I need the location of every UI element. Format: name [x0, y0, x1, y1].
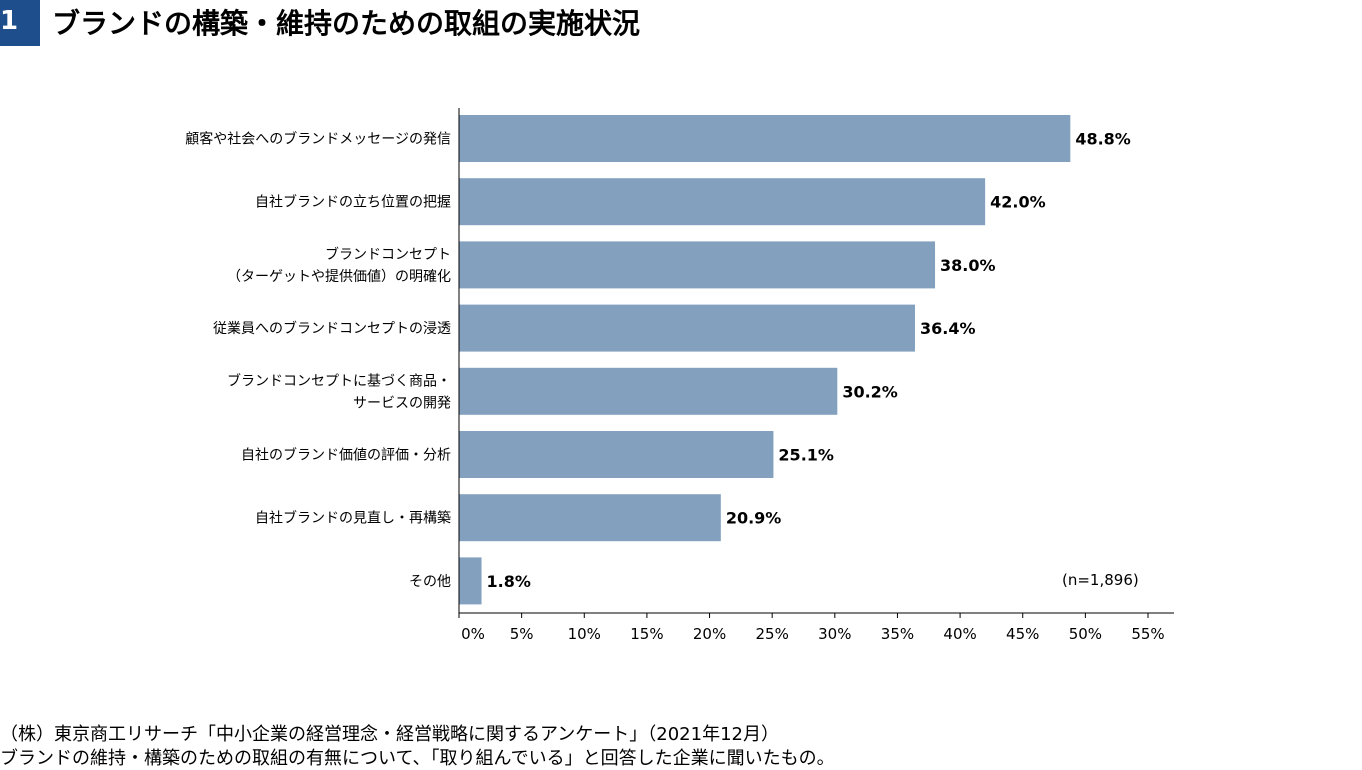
bar-value-label-4: 30.2%: [842, 382, 898, 401]
x-tick-label-10: 50%: [1069, 625, 1102, 643]
x-tick-label-11: 55%: [1131, 625, 1164, 643]
x-tick-label-4: 20%: [693, 625, 726, 643]
category-label-2-1: （ターゲットや提供価値）の明確化: [227, 269, 451, 285]
category-label-4-0: ブランドコンセプトに基づく商品・: [227, 372, 451, 389]
bar-value-label-0: 48.8%: [1075, 130, 1131, 149]
bar-value-label-6: 20.9%: [726, 509, 782, 528]
page-title: ブランドの構築・維持のための取組の実施状況: [52, 7, 641, 40]
bar-value-label-3: 36.4%: [920, 319, 976, 338]
x-tick-label-5: 25%: [756, 625, 789, 643]
x-tick-label-3: 15%: [630, 625, 663, 643]
x-tick-label-8: 40%: [943, 625, 976, 643]
source-footnote: （株）東京商工リサーチ「中小企業の経営理念・経営戦略に関するアンケート」（202…: [0, 724, 779, 745]
bar-1: [459, 178, 986, 226]
category-label-6-0: 自社ブランドの見直し・再構築: [255, 510, 451, 527]
note-footnote: ブランドの維持・構築のための取組の有無について、「取り組んでいる」と回答した企業…: [0, 748, 835, 769]
category-label-5-0: 自社のブランド価値の評価・分析: [241, 447, 451, 464]
bar-value-label-7: 1.8%: [487, 572, 531, 591]
sample-size-annotation: (n=1,896): [1062, 571, 1139, 589]
bar-6: [459, 494, 721, 542]
category-label-3-0: 従業員へのブランドコンセプトの浸透: [213, 320, 451, 337]
category-label-2-0: ブランドコンセプト: [325, 246, 451, 263]
bar-value-label-2: 38.0%: [940, 256, 996, 275]
x-tick-label-1: 5%: [510, 625, 534, 643]
bar-value-label-5: 25.1%: [778, 446, 834, 465]
bar-2: [459, 241, 936, 289]
bar-chart: 48.8% 顧客や社会へのブランドメッセージの発信 42.0% 自社ブランドの立ち位置…: [185, 108, 1174, 643]
category-label-4-1: サービスの開発: [353, 395, 451, 411]
bar-4: [459, 367, 838, 415]
category-label-1-0: 自社ブランドの立ち位置の把握: [255, 194, 451, 211]
bar-3: [459, 304, 915, 352]
bar-7: [459, 557, 482, 605]
bar-0: [459, 115, 1071, 162]
category-label-7-0: その他: [409, 574, 451, 590]
x-tick-label-2: 10%: [568, 625, 601, 643]
x-tick-label-6: 30%: [818, 625, 851, 643]
bar-value-label-1: 42.0%: [990, 193, 1046, 212]
category-label-0-0: 顧客や社会へのブランドメッセージの発信: [185, 131, 451, 148]
bar-5: [459, 431, 774, 478]
x-tick-label-9: 45%: [1006, 625, 1039, 643]
title-number-block: 1: [0, 0, 40, 46]
x-tick-label-0: 0%: [461, 625, 485, 643]
x-tick-label-7: 35%: [881, 625, 914, 643]
